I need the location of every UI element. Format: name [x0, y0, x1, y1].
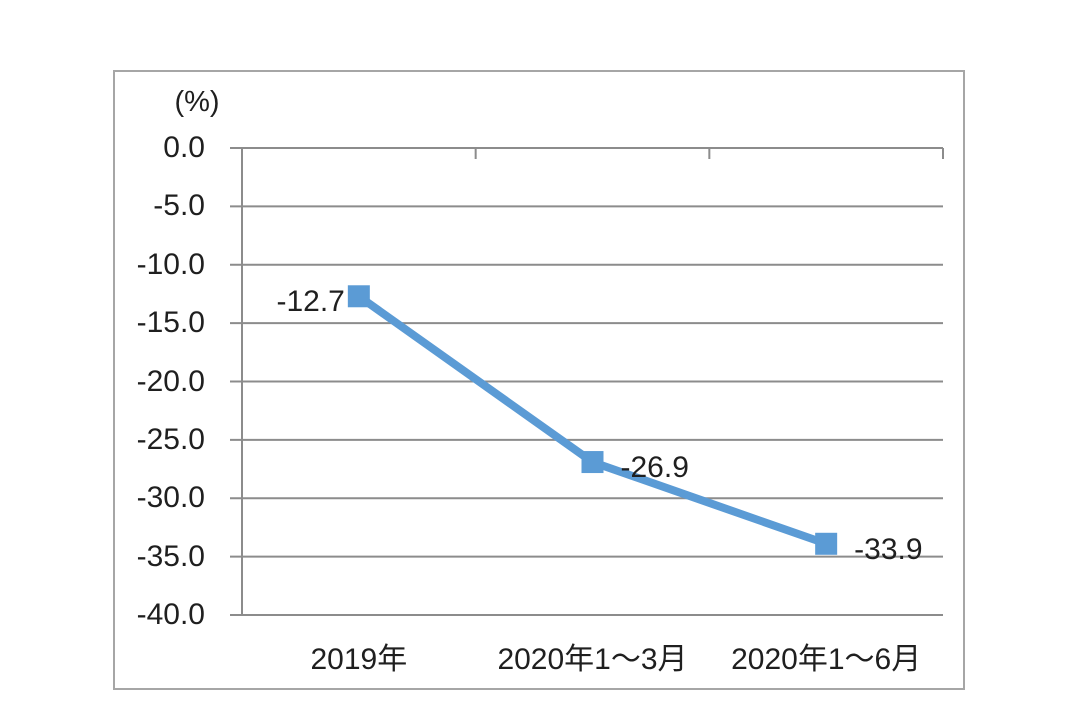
y-tick-label: -40.0 — [136, 598, 205, 631]
y-tick-label: -20.0 — [136, 364, 205, 398]
series-line — [356, 293, 828, 548]
data-point-marker — [347, 285, 370, 308]
y-tick-label: 0.0 — [163, 131, 205, 164]
y-tick-label: -10.0 — [136, 247, 205, 281]
y-axis-unit-label: (%) — [174, 86, 220, 118]
y-tick-label: -5.0 — [153, 189, 205, 223]
data-label: -33.9 — [854, 532, 923, 566]
data-point-marker — [815, 532, 838, 555]
data-label: -26.9 — [620, 451, 689, 485]
data-point-marker — [581, 451, 604, 474]
y-tick-label: -30.0 — [136, 481, 205, 515]
data-label: -12.7 — [276, 285, 345, 319]
x-axis-label: 2020年1～6月 — [731, 643, 922, 676]
chart-frame — [113, 70, 965, 690]
x-axis-label: 2019年 — [310, 643, 408, 676]
y-tick-label: -15.0 — [136, 306, 205, 340]
x-axis-label: 2020年1～3月 — [497, 643, 688, 676]
y-tick-label: -25.0 — [136, 422, 205, 456]
y-tick-label: -35.0 — [136, 539, 205, 573]
